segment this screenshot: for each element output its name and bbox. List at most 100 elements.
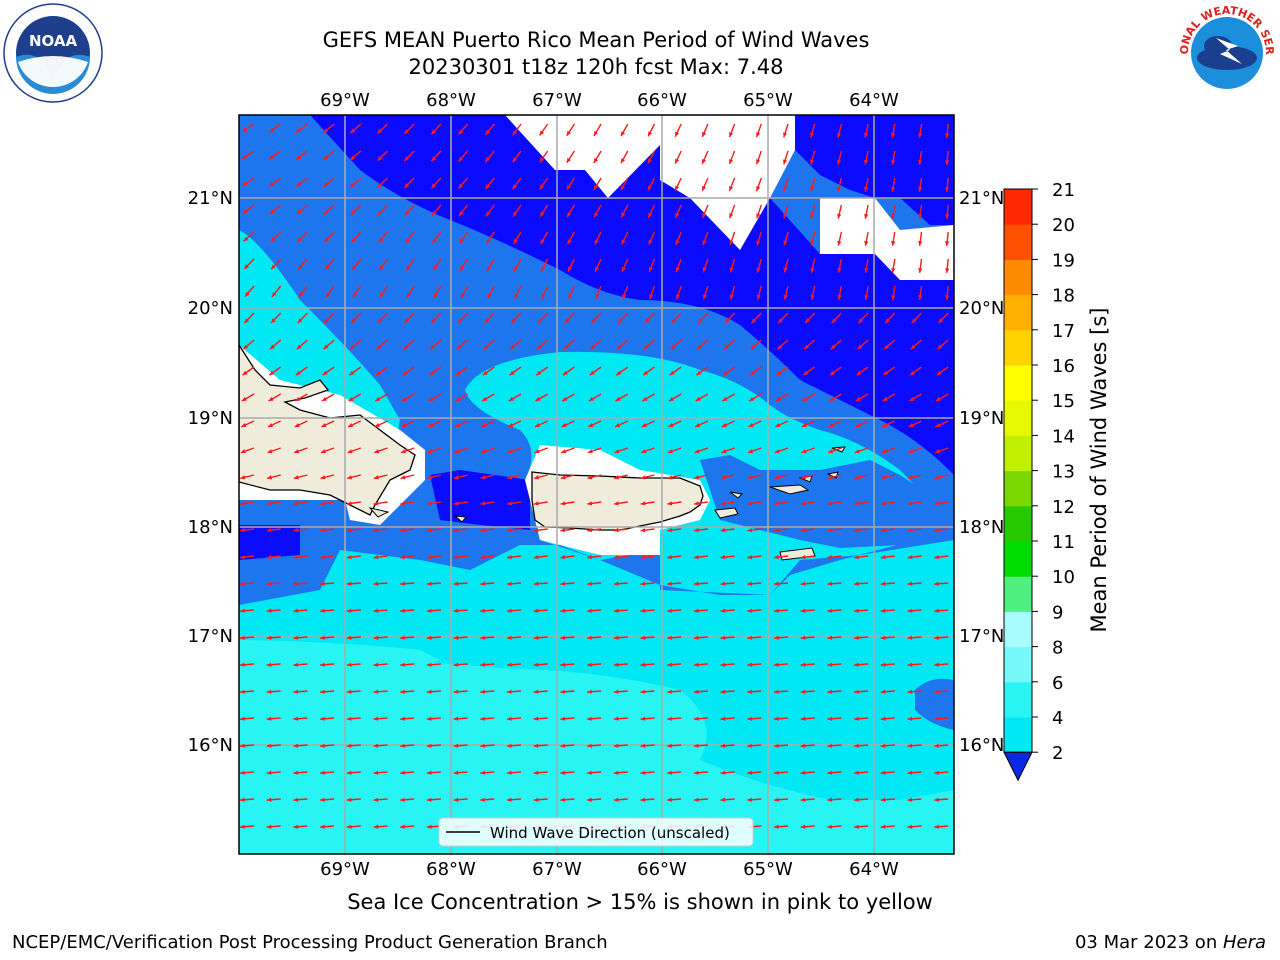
wave-arrow-head <box>882 422 888 427</box>
wave-arrow-head <box>854 635 859 640</box>
lat-label: 16°N <box>959 735 1004 756</box>
wave-arrow-head <box>880 770 886 775</box>
wave-arrow-head <box>294 422 300 427</box>
wave-arrow-head <box>934 635 939 640</box>
wave-arrow-head <box>453 527 459 533</box>
southern-6-8s-band <box>239 645 954 854</box>
wave-arrow-head <box>512 184 518 190</box>
wave-arrow-head <box>854 743 859 748</box>
wave-arrow-head <box>560 635 566 640</box>
wave-arrow-head <box>837 294 842 300</box>
wave-arrow-head <box>934 770 939 775</box>
wave-arrow-head <box>453 770 459 775</box>
wave-arrow-head <box>402 396 408 402</box>
wave-arrow-head <box>724 318 730 324</box>
wave-arrow-head <box>918 295 923 300</box>
wave-arrow-head <box>702 185 707 191</box>
wave-arrow-head <box>426 608 432 613</box>
wave-arrow-head <box>640 635 646 640</box>
wave-arrow-head <box>426 689 432 694</box>
wave-arrow-head <box>720 581 726 586</box>
wave-arrow-head <box>670 344 676 350</box>
wave-arrow-head <box>783 159 788 165</box>
lon-label: 64°W <box>849 859 899 880</box>
wave-arrow-head <box>323 209 329 215</box>
colorbar-segment <box>1004 505 1032 542</box>
wave-arrow-head <box>400 797 405 802</box>
wave-arrow-head <box>373 689 379 694</box>
wave-arrow-head <box>938 318 944 324</box>
wave-arrow-head <box>882 396 888 402</box>
wave-arrow-head <box>881 475 887 480</box>
wave-arrow-head <box>774 635 779 640</box>
wave-arrow-head <box>480 581 486 586</box>
wave-arrow-head <box>907 581 913 586</box>
wave-arrow-head <box>400 501 406 506</box>
wave-arrow-head <box>934 797 939 802</box>
wave-arrow-head <box>640 770 646 775</box>
colorbar-segment <box>1004 435 1032 472</box>
wave-arrow-head <box>934 662 939 667</box>
wave-arrow-head <box>427 449 433 454</box>
southwest-2-4s-patch <box>239 525 300 560</box>
wave-arrow-head <box>507 716 512 721</box>
colorbar-tick-label: 10 <box>1052 567 1075 588</box>
lat-label: 20°N <box>959 298 1004 319</box>
wave-arrow-head <box>613 743 619 748</box>
wave-arrow-head <box>854 824 859 829</box>
wave-arrow-head <box>911 318 917 324</box>
wave-arrow-head <box>827 662 833 667</box>
wave-arrow-head <box>295 396 301 402</box>
colorbar-tick-label: 12 <box>1052 497 1075 518</box>
wave-arrow-head <box>749 396 755 402</box>
wave-arrow-head <box>593 157 599 163</box>
wave-arrow-head <box>458 129 464 135</box>
wave-arrow-head <box>400 770 405 775</box>
wave-arrow-head <box>511 318 517 324</box>
wave-arrow-head <box>621 212 626 218</box>
wind-wave-direction-arrows <box>239 123 950 829</box>
wave-arrow-head <box>702 240 707 246</box>
wave-arrow-head <box>722 396 728 402</box>
wave-arrow-head <box>613 501 619 506</box>
wave-arrow-head <box>566 184 572 190</box>
wave-arrow-head <box>810 186 815 192</box>
wave-arrow-head <box>810 132 815 138</box>
wave-arrow-head <box>320 797 325 802</box>
wave-arrow-head <box>800 824 806 829</box>
wave-arrow-head <box>373 743 379 748</box>
wave-arrow-head <box>373 824 379 829</box>
wave-arrow-head <box>560 716 566 721</box>
wave-arrow-head <box>667 689 672 694</box>
wave-arrow-head <box>864 267 869 273</box>
wave-arrow-head <box>321 422 327 427</box>
wave-arrow-head <box>640 662 646 667</box>
wave-arrow-head <box>587 501 593 506</box>
wave-arrow-head <box>567 239 572 245</box>
wave-arrow-head <box>400 608 405 613</box>
wave-arrow-head <box>775 422 781 427</box>
wave-arrow-head <box>720 635 726 640</box>
wave-arrow-head <box>720 797 726 802</box>
wave-arrow-head <box>540 239 545 245</box>
wave-arrow-head <box>320 475 326 480</box>
wave-arrow-head <box>783 240 788 246</box>
wave-arrow-head <box>800 501 806 506</box>
wave-arrow-head <box>480 608 486 613</box>
wave-arrow-head <box>830 344 836 350</box>
wave-arrow-head <box>240 797 245 802</box>
wave-arrow-head <box>854 581 859 586</box>
wave-arrow-head <box>827 824 833 829</box>
colorbar-segment <box>1004 717 1032 753</box>
wave-arrow-head <box>910 344 916 350</box>
wave-arrow-head <box>618 318 623 324</box>
wave-arrow-head <box>271 292 277 297</box>
wave-arrow-head <box>880 716 886 721</box>
wave-arrow-head <box>590 344 596 350</box>
wave-arrow-head <box>269 154 275 160</box>
wave-arrow-head <box>454 449 460 454</box>
wave-arrow-head <box>884 344 890 350</box>
wave-arrow-head <box>480 554 486 560</box>
wave-arrow-head <box>640 527 646 533</box>
wave-arrow-head <box>266 689 272 694</box>
